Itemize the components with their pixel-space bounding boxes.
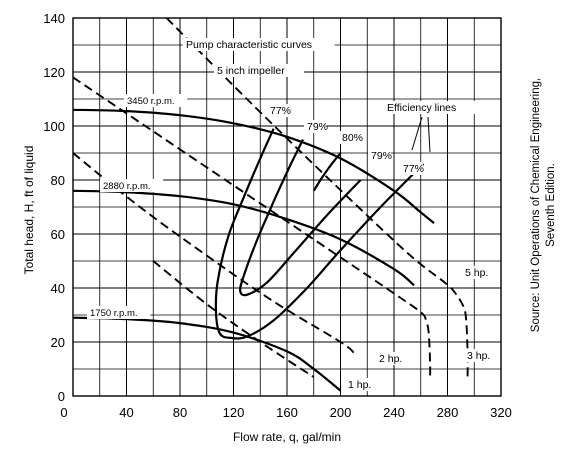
x-axis-title: Flow rate, q, gal/min xyxy=(233,430,341,444)
power-label-3hp: 3 hp. xyxy=(467,350,490,362)
eff-label-80: 80% xyxy=(342,132,363,144)
eff-label-80-bg xyxy=(339,131,362,144)
eff-label-77-right-bg xyxy=(400,162,423,175)
y-tick-label: 120 xyxy=(43,65,65,80)
power-line xyxy=(72,76,432,378)
power-line xyxy=(72,152,355,354)
power-label-2hp: 2 hp. xyxy=(379,353,402,365)
impeller-label: 5 inch impeller xyxy=(217,65,285,77)
curve-labels: Pump characteristic curves 5 inch impelle… xyxy=(87,38,498,391)
y-tick-label: 60 xyxy=(51,227,65,242)
curve-label-3450-bg xyxy=(124,94,188,107)
efficiency-curve xyxy=(312,152,342,192)
grid-lines xyxy=(72,17,502,397)
head-curve xyxy=(72,108,435,225)
impeller-label-bg xyxy=(214,64,304,77)
eff-label-77-left: 77% xyxy=(270,105,291,117)
curve-label-2880: 2880 r.p.m. xyxy=(103,181,151,192)
power-label-5hp: 5 hp. xyxy=(465,267,488,279)
source-line: Seventh Edition. xyxy=(545,163,557,247)
eff-label-79-left: 79% xyxy=(307,121,328,133)
y-tick-label: 80 xyxy=(51,173,65,188)
eff-label-79-left-bg xyxy=(304,120,327,133)
eff-label-79-right-bg xyxy=(368,149,391,162)
x-tick-label: 40 xyxy=(119,405,133,420)
y-tick-label: 20 xyxy=(51,335,65,350)
x-tick-label: 240 xyxy=(383,405,405,420)
x-tick-label: 120 xyxy=(223,405,245,420)
head-curve xyxy=(72,189,415,287)
y-tick-label: 40 xyxy=(51,281,65,296)
efficiency-arrow xyxy=(427,116,431,153)
power-label-2hp-bg xyxy=(376,352,410,365)
y-axis-title: Total head, H, ft of liquid xyxy=(22,146,36,275)
eff-label-77-right: 77% xyxy=(403,163,424,175)
power-label-3hp-bg xyxy=(464,349,498,362)
x-tick-label: 160 xyxy=(276,405,298,420)
power-label-5hp-bg xyxy=(462,266,496,279)
power-label-1hp-bg xyxy=(345,378,379,391)
data-curves xyxy=(72,17,469,392)
curve-label-2880-bg xyxy=(100,179,164,192)
efficiency-lines-label-bg xyxy=(384,101,480,114)
power-line xyxy=(165,17,469,378)
power-label-1hp: 1 hp. xyxy=(348,379,371,391)
efficiency-arrow xyxy=(411,116,423,151)
x-tick-label: 280 xyxy=(437,405,459,420)
efficiency-lines-label: Efficiency lines xyxy=(387,102,456,114)
efficiency-curve xyxy=(214,128,425,340)
power-line xyxy=(152,260,315,378)
pump-curves-label-bg xyxy=(183,38,335,51)
head-curve xyxy=(72,316,342,392)
eff-label-79-right: 79% xyxy=(371,150,392,162)
y-tick-label: 140 xyxy=(43,11,65,26)
y-tick-label: 100 xyxy=(43,119,65,134)
curve-label-1750: 1750 r.p.m. xyxy=(90,308,138,319)
eff-label-77-left-bg xyxy=(267,104,290,117)
curve-label-3450: 3450 r.p.m. xyxy=(127,96,175,107)
x-tick-label: 320 xyxy=(490,405,512,420)
x-tick-label: 0 xyxy=(60,405,67,420)
x-tick-label: 200 xyxy=(330,405,352,420)
y-tick-label: 0 xyxy=(58,389,65,404)
x-tick-label: 80 xyxy=(173,405,187,420)
efficiency-curve xyxy=(239,139,362,297)
tick-labels: 0 40 80 120 160 200 240 280 320 0 20 40 60 80 100 120 14… xyxy=(22,11,557,444)
source-note: Source: Unit Operations of Chemical Engi… xyxy=(530,78,557,332)
pump-curves-label: Pump characteristic curves xyxy=(186,39,312,51)
source-line: Source: Unit Operations of Chemical Engi… xyxy=(530,78,542,332)
curve-label-1750-bg xyxy=(87,306,151,319)
plot-frame xyxy=(72,17,502,397)
